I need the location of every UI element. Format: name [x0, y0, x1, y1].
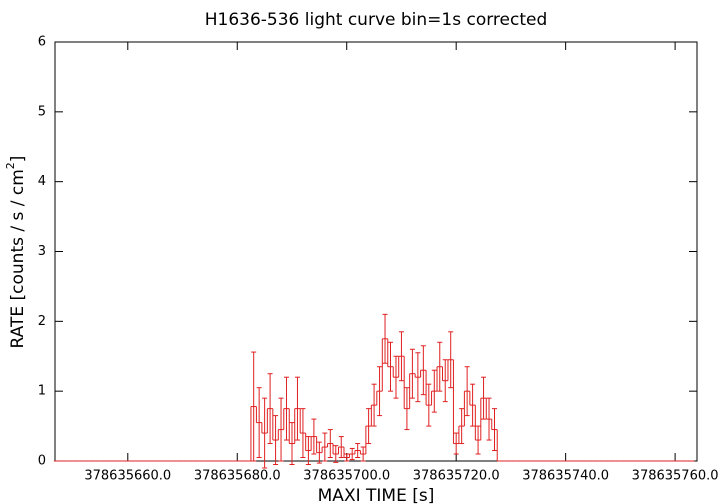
error-bar [398, 331, 404, 382]
x-tick-label: 378635660.0 [84, 469, 171, 484]
error-bar [437, 341, 443, 392]
error-bar [311, 418, 317, 455]
error-bar [267, 373, 273, 445]
error-bar [355, 443, 361, 459]
error-bar [393, 355, 399, 399]
chart-title: H1636-536 light curve bin=1s corrected [205, 10, 548, 30]
error-bar [420, 345, 426, 396]
error-bar [284, 376, 290, 441]
error-bar [289, 422, 295, 465]
y-axis-label-sup: 2 [4, 162, 17, 169]
error-bar [475, 425, 481, 455]
y-tick-label: 4 [38, 174, 46, 189]
y-tick-label: 6 [38, 35, 46, 50]
error-bar [481, 376, 487, 420]
error-bar [366, 408, 372, 445]
y-tick-label: 3 [38, 244, 46, 259]
error-bar [426, 383, 432, 427]
error-bar [278, 397, 284, 462]
y-axis-label: RATE [counts / s / cm2] [4, 156, 28, 349]
error-bar [371, 383, 377, 427]
error-bar [360, 446, 366, 462]
plot-frame [54, 41, 698, 462]
error-bar [316, 441, 322, 464]
y-tick-label: 0 [38, 454, 46, 469]
error-bar [415, 352, 421, 403]
error-bar [453, 432, 459, 455]
error-bar [338, 436, 344, 459]
x-axis-label: MAXI TIME [s] [318, 486, 435, 504]
error-bar [349, 447, 355, 461]
x-tick-label: 378635700.0 [303, 469, 390, 484]
error-bar [294, 376, 300, 441]
y-tick-label: 2 [38, 314, 46, 329]
error-bar [300, 408, 306, 459]
error-bar [262, 397, 268, 469]
error-bar [388, 341, 394, 392]
x-tick-label: 378635720.0 [413, 469, 500, 484]
y-axis-label-text: RATE [counts / s / cm [8, 169, 28, 348]
y-axis-label-end: ] [8, 156, 28, 163]
error-bar [459, 408, 465, 445]
error-bar [305, 436, 311, 465]
error-bar [377, 366, 383, 417]
error-bar [382, 313, 388, 364]
error-bar [344, 453, 350, 462]
error-bar [448, 331, 454, 389]
error-bar [251, 351, 257, 462]
error-bar [273, 415, 279, 465]
error-bar [409, 348, 415, 399]
error-bar [431, 369, 437, 413]
x-tick-label: 378635740.0 [522, 469, 609, 484]
error-bar [327, 429, 333, 459]
error-bar [486, 397, 492, 441]
error-bar [442, 359, 448, 403]
error-bar [256, 387, 262, 459]
error-bar [491, 408, 497, 452]
x-tick-label: 378635760.0 [632, 469, 719, 484]
y-tick-label: 5 [38, 104, 46, 119]
error-bar [470, 383, 476, 427]
error-bar [404, 387, 410, 431]
y-tick-label: 1 [38, 384, 46, 399]
error-bar [322, 432, 328, 462]
error-bar [464, 366, 470, 417]
x-tick-label: 378635680.0 [194, 469, 281, 484]
error-bar [333, 445, 339, 463]
